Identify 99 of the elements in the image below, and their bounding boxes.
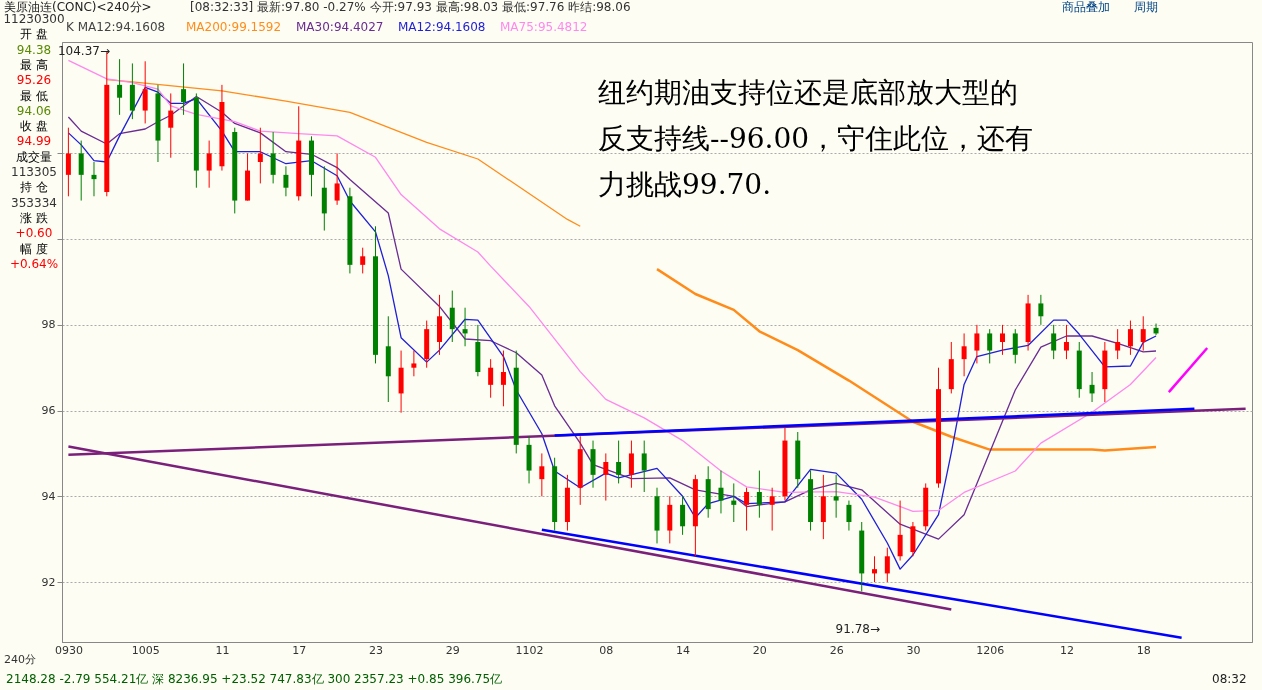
text: 最 低	[20, 88, 48, 103]
x-tick-label: 0930	[54, 643, 83, 657]
y-tick-label: 98	[41, 318, 56, 332]
y-tick-label: 94	[41, 489, 56, 503]
candlestick	[833, 474, 839, 519]
candlestick	[168, 92, 174, 159]
candlestick	[360, 247, 366, 274]
text: +0.60	[15, 226, 53, 241]
x-tick-label: 12	[1059, 643, 1074, 657]
x-tick-label: 11	[215, 643, 230, 657]
text: 收 盘	[20, 119, 48, 134]
candlestick	[1127, 320, 1133, 356]
text: MA12:94.1608	[398, 20, 486, 34]
candlestick	[462, 307, 468, 347]
candlestick	[769, 487, 775, 532]
candlestick	[257, 127, 263, 184]
text: 113305	[11, 165, 57, 179]
text: 成交量	[16, 149, 52, 164]
text: 94.06	[16, 103, 52, 118]
candlestick	[744, 487, 750, 532]
text: 幅 度	[20, 241, 48, 256]
candlestick	[91, 161, 97, 197]
candlestick	[500, 350, 506, 407]
candlestick	[1115, 328, 1121, 360]
candlestick	[283, 165, 289, 197]
text: K MA12:94.1608	[66, 20, 166, 34]
candlestick	[756, 470, 762, 519]
candlestick	[78, 140, 84, 202]
candlestick	[680, 495, 686, 536]
candlestick	[488, 358, 494, 399]
x-tick-label: 29	[445, 643, 460, 657]
candlestick	[603, 452, 609, 502]
x-tick-label: 23	[368, 643, 383, 657]
candlestick	[411, 350, 417, 377]
candlestick	[539, 452, 545, 497]
text: 周期	[1134, 0, 1158, 14]
text: 最 高	[20, 57, 48, 72]
line-series	[655, 267, 1158, 452]
x-tick-label: 1005	[131, 643, 160, 657]
candlestick	[1051, 324, 1057, 360]
candlestick	[206, 140, 212, 189]
candlestick	[884, 547, 890, 583]
text: MA200:99.1592	[186, 20, 282, 34]
y-tick-label: 96	[41, 404, 56, 418]
chart-subtitle: [08:32:33] 最新:97.80 -0.27% 今开:97.93 最高:98.03 最低:97.76 昨结:98.06	[190, 0, 631, 14]
x-tick-label: 20	[752, 643, 767, 657]
candlestick	[628, 440, 634, 489]
candlestick	[334, 152, 340, 206]
text: 商品叠加	[1062, 0, 1110, 14]
x-tick-label: 1102	[515, 643, 544, 657]
candlestick	[731, 482, 737, 523]
text: 353334	[11, 195, 57, 210]
candlestick	[270, 131, 276, 184]
text: MA75:95.4812	[500, 20, 588, 34]
x-tick-label: 30	[906, 643, 921, 657]
annotation: 91.78→	[835, 622, 880, 636]
chart-title: 美原油连(CONC)<240分>	[4, 0, 152, 14]
text: 94.99	[16, 134, 52, 149]
candlestick	[449, 290, 455, 343]
candlestick	[117, 58, 123, 116]
candlestick	[142, 60, 148, 124]
candlestick	[974, 324, 980, 364]
x-tick-label: 17	[292, 643, 307, 657]
text: +0.64%	[9, 256, 59, 271]
candlestick	[872, 555, 878, 583]
annotation: 纽约期油支持位还是底部放大型的反支持线--96.00，守住此位，还有力挑战99.70.	[598, 76, 1034, 201]
line-series	[106, 79, 581, 227]
x-tick-label: 14	[676, 643, 691, 657]
candlestick	[1063, 324, 1069, 360]
y-tick-label: 92	[41, 575, 56, 589]
text: 08:32	[1212, 672, 1247, 686]
candlestick	[961, 332, 967, 377]
candlestick	[1140, 315, 1146, 352]
text: 开 盘	[20, 27, 48, 42]
candlestick	[641, 440, 647, 493]
x-tick-label: 18	[1136, 643, 1151, 657]
x-tick-label: 26	[829, 643, 844, 657]
text: 94.38	[16, 42, 52, 57]
candlestick	[181, 62, 187, 116]
candlestick	[846, 500, 852, 532]
candlestick	[65, 127, 71, 197]
candlestick	[1038, 294, 1044, 326]
candlestick	[718, 470, 724, 514]
text: 持 仓	[20, 180, 48, 195]
text: 11230300	[3, 12, 65, 26]
candlestick	[1089, 371, 1095, 403]
candlestick	[897, 500, 903, 562]
text: 2148.28 -2.79 554.21亿 深 8236.95 +23.52 747.83亿 300 2357.23 +0.85 396.75亿	[6, 672, 503, 686]
text: 涨 跌	[20, 210, 48, 225]
x-tick-label: 1206	[976, 643, 1005, 657]
candlestick	[987, 328, 993, 364]
candlestick	[999, 324, 1005, 356]
candlestick	[616, 440, 622, 484]
text: MA30:94.4027	[296, 20, 384, 34]
candlestick	[1012, 328, 1018, 364]
text: 240分	[4, 653, 36, 666]
annotation: 104.37→	[57, 44, 110, 58]
x-tick-label: 08	[599, 643, 614, 657]
text: 95.26	[16, 73, 52, 88]
